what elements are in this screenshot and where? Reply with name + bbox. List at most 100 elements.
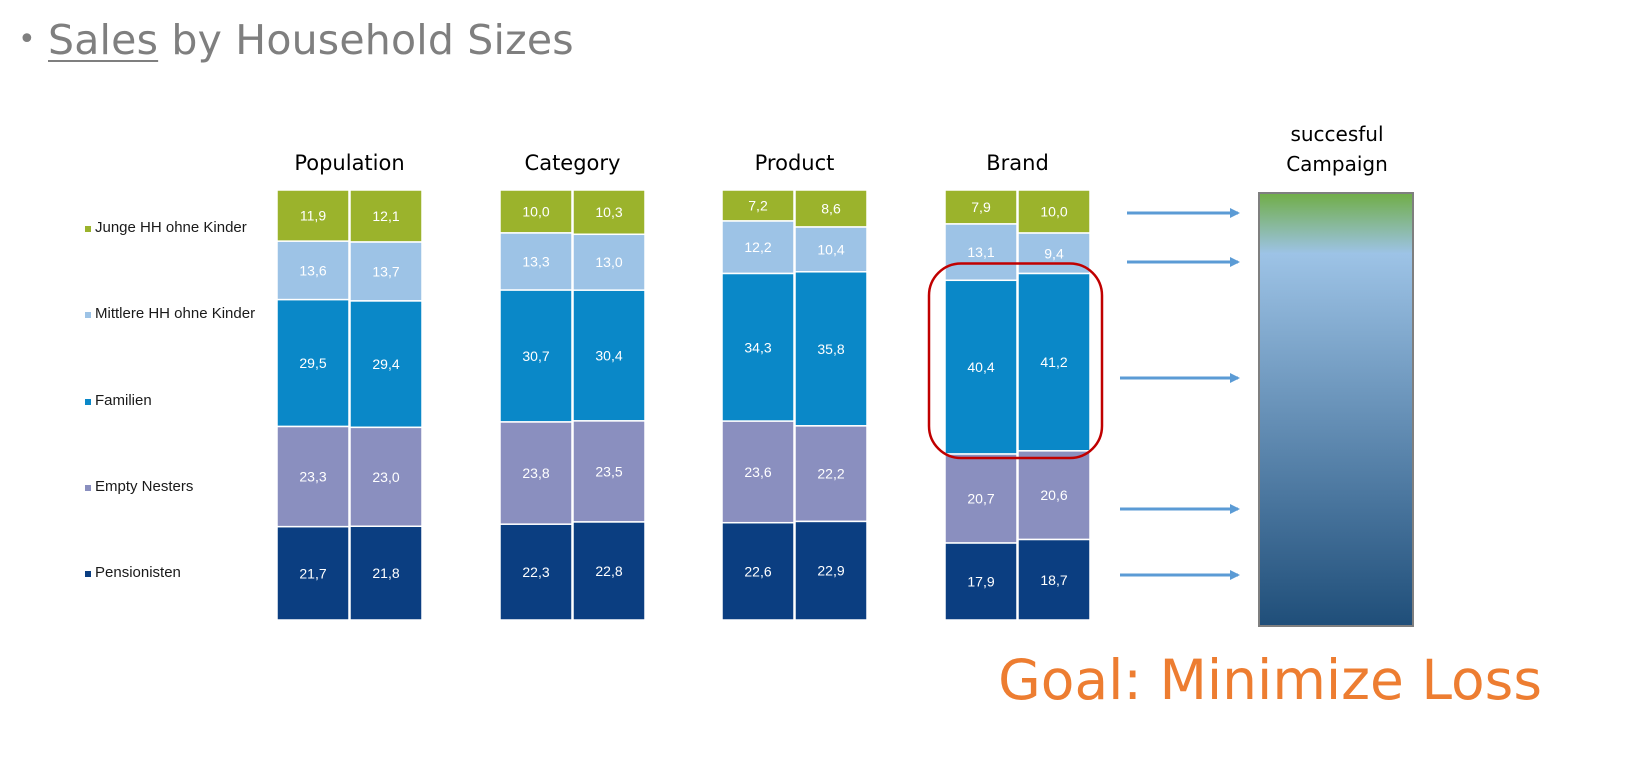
- data-label-product-1-familien: 34,3: [744, 339, 771, 355]
- data-label-brand-2-empty-nesters: 20,6: [1040, 487, 1067, 503]
- data-label-population-2-mittlere-hh-ohne-kinder: 13,7: [372, 263, 399, 279]
- legend-swatch-pensionisten: [85, 571, 91, 577]
- bar-segment-population-1-pensionisten: [276, 525, 350, 621]
- arrows: [1120, 208, 1240, 580]
- data-label-category-2-junge-hh-ohne-kinder: 10,3: [595, 204, 622, 220]
- bar-segment-brand-1-familien: [944, 279, 1018, 455]
- group-category: Category 10,0 13,3 30,7 23,8 22,3 10,3 13,0 30,4…: [499, 151, 646, 621]
- data-label-population-1-junge-hh-ohne-kinder: 11,9: [300, 208, 326, 224]
- data-label-category-2-mittlere-hh-ohne-kinder: 13,0: [595, 254, 622, 270]
- bar-segment-category-2-mittlere-hh-ohne-kinder: [572, 233, 646, 291]
- campaign-bar-group: succesful Campaign: [1258, 122, 1414, 627]
- legend-swatch-junge-hh-ohne-kinder: [85, 226, 91, 232]
- data-label-category-2-empty-nesters: 23,5: [595, 463, 622, 479]
- data-label-population-2-familien: 29,4: [372, 356, 399, 372]
- title-underlined-word: Sales: [48, 16, 159, 64]
- data-label-brand-2-mittlere-hh-ohne-kinder: 9,4: [1044, 245, 1064, 261]
- campaign-label-line-1: succesful: [1290, 122, 1383, 146]
- bar-segment-product-1-junge-hh-ohne-kinder: [721, 189, 795, 222]
- data-label-product-1-mittlere-hh-ohne-kinder: 12,2: [744, 239, 771, 255]
- bar-segment-population-2-empty-nesters: [349, 426, 423, 528]
- highlight-familien-brand: [927, 262, 1104, 460]
- bar-segment-category-1-junge-hh-ohne-kinder: [499, 189, 573, 234]
- bar-segment-category-2-empty-nesters: [572, 420, 646, 523]
- bar-segment-product-2-empty-nesters: [794, 425, 868, 523]
- bar-segment-category-1-pensionisten: [499, 523, 573, 621]
- title-rest: by Household Sizes: [158, 16, 574, 64]
- bar-segment-brand-2-junge-hh-ohne-kinder: [1017, 189, 1091, 234]
- data-label-brand-2-familien: 41,2: [1040, 354, 1067, 370]
- bar-segment-category-2-pensionisten: [572, 521, 646, 621]
- goal-text: Goal: Minimize Loss: [998, 648, 1542, 712]
- data-label-category-1-empty-nesters: 23,8: [522, 465, 549, 481]
- group-title-category: Category: [525, 151, 621, 175]
- data-label-population-2-empty-nesters: 23,0: [372, 469, 399, 485]
- group-population: Population 11,9 13,6 29,5 23,3 21,7 12,1 13,7 29…: [276, 151, 423, 621]
- data-label-category-1-pensionisten: 22,3: [522, 564, 549, 580]
- data-label-category-1-familien: 30,7: [522, 348, 549, 364]
- data-label-product-2-pensionisten: 22,9: [817, 563, 844, 579]
- highlight-layer: [927, 262, 1104, 460]
- legend-swatch-empty-nesters: [85, 485, 91, 491]
- bar-segment-population-2-pensionisten: [349, 525, 423, 621]
- legend-swatch-familien: [85, 399, 91, 405]
- data-label-product-2-familien: 35,8: [817, 341, 844, 357]
- bar-segment-product-2-familien: [794, 271, 868, 427]
- bar-segment-product-1-empty-nesters: [721, 420, 795, 524]
- bar-segment-population-1-junge-hh-ohne-kinder: [276, 189, 350, 242]
- data-label-category-1-mittlere-hh-ohne-kinder: 13,3: [522, 254, 549, 270]
- data-label-population-1-empty-nesters: 23,3: [299, 469, 326, 485]
- data-label-brand-1-empty-nesters: 20,7: [967, 491, 994, 507]
- data-label-brand-2-pensionisten: 18,7: [1040, 572, 1067, 588]
- data-label-product-1-junge-hh-ohne-kinder: 7,2: [748, 197, 768, 213]
- bar-segment-population-1-mittlere-hh-ohne-kinder: [276, 240, 350, 301]
- bar-segment-product-2-junge-hh-ohne-kinder: [794, 189, 868, 228]
- bar-segment-population-1-familien: [276, 298, 350, 428]
- group-title-population: Population: [294, 151, 404, 175]
- bar-segment-category-1-mittlere-hh-ohne-kinder: [499, 232, 573, 291]
- campaign-gradient-bar: [1258, 192, 1414, 627]
- bar-segment-product-1-pensionisten: [721, 521, 795, 621]
- data-label-product-2-empty-nesters: 22,2: [817, 466, 844, 482]
- bar-groups: Population 11,9 13,6 29,5 23,3 21,7 12,1 13,7 29…: [276, 151, 1091, 621]
- bar-segment-category-1-familien: [499, 289, 573, 423]
- bar-segment-product-2-pensionisten: [794, 520, 868, 621]
- legend-label-junge-hh-ohne-kinder: Junge HH ohne Kinder: [95, 219, 247, 236]
- bar-segment-brand-1-pensionisten: [944, 542, 1018, 621]
- legend-label-empty-nesters: Empty Nesters: [95, 478, 193, 495]
- data-label-product-2-junge-hh-ohne-kinder: 8,6: [821, 201, 841, 217]
- data-label-category-2-pensionisten: 22,8: [595, 563, 622, 579]
- data-label-brand-1-pensionisten: 17,9: [967, 574, 994, 590]
- data-label-population-1-mittlere-hh-ohne-kinder: 13,6: [299, 262, 326, 278]
- title-bullet: •: [18, 22, 36, 57]
- group-title-brand: Brand: [986, 151, 1049, 175]
- legend-label-familien: Familien: [95, 392, 152, 409]
- data-label-category-1-junge-hh-ohne-kinder: 10,0: [522, 203, 549, 219]
- bar-segment-brand-1-empty-nesters: [944, 453, 1018, 544]
- data-label-product-2-mittlere-hh-ohne-kinder: 10,4: [817, 241, 844, 257]
- slide-title: • Sales by Household Sizes: [18, 16, 574, 64]
- data-label-product-1-empty-nesters: 23,6: [744, 464, 771, 480]
- group-brand: Brand 7,9 13,1 40,4 20,7 17,9 10,0 9,4 41,2 20,6 1…: [944, 151, 1091, 621]
- campaign-label-line-2: Campaign: [1286, 152, 1388, 176]
- group-title-product: Product: [755, 151, 835, 175]
- legend: Junge HH ohne Kinder Mittlere HH ohne Kin…: [85, 219, 255, 581]
- bar-segment-brand-2-familien: [1017, 272, 1091, 452]
- data-label-brand-1-familien: 40,4: [967, 359, 994, 375]
- bar-segment-brand-2-pensionisten: [1017, 538, 1091, 621]
- legend-label-mittlere-hh-ohne-kinder: Mittlere HH ohne Kinder: [95, 305, 255, 322]
- bar-segment-product-2-mittlere-hh-ohne-kinder: [794, 226, 868, 273]
- bar-segment-brand-2-mittlere-hh-ohne-kinder: [1017, 232, 1091, 275]
- data-label-population-1-familien: 29,5: [299, 355, 326, 371]
- bar-segment-product-1-familien: [721, 272, 795, 422]
- data-label-brand-1-mittlere-hh-ohne-kinder: 13,1: [967, 244, 994, 260]
- data-label-population-1-pensionisten: 21,7: [299, 565, 326, 581]
- data-label-category-2-familien: 30,4: [595, 348, 622, 364]
- data-label-population-2-junge-hh-ohne-kinder: 12,1: [372, 208, 399, 224]
- bar-segment-brand-2-empty-nesters: [1017, 450, 1091, 541]
- bar-segment-category-2-familien: [572, 289, 646, 422]
- bar-segment-population-1-empty-nesters: [276, 425, 350, 528]
- legend-swatch-mittlere-hh-ohne-kinder: [85, 312, 91, 318]
- data-label-brand-1-junge-hh-ohne-kinder: 7,9: [971, 199, 991, 215]
